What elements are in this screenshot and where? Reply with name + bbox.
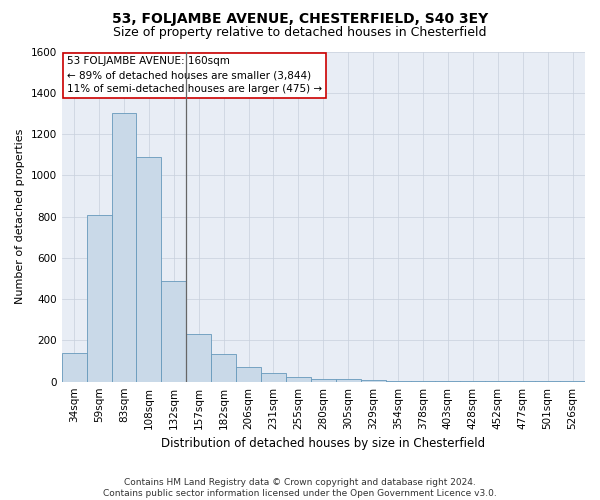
Bar bbox=[211, 354, 236, 382]
Bar bbox=[112, 114, 136, 382]
Bar bbox=[62, 353, 86, 382]
Y-axis label: Number of detached properties: Number of detached properties bbox=[15, 129, 25, 304]
Bar bbox=[386, 380, 410, 382]
Bar bbox=[311, 378, 336, 382]
Bar bbox=[236, 367, 261, 382]
Text: Size of property relative to detached houses in Chesterfield: Size of property relative to detached ho… bbox=[113, 26, 487, 39]
Bar bbox=[86, 214, 112, 382]
Bar bbox=[361, 380, 386, 382]
Bar bbox=[336, 378, 361, 382]
Bar bbox=[286, 376, 311, 382]
X-axis label: Distribution of detached houses by size in Chesterfield: Distribution of detached houses by size … bbox=[161, 437, 485, 450]
Bar bbox=[136, 156, 161, 382]
Bar bbox=[161, 280, 186, 382]
Bar bbox=[410, 380, 436, 382]
Bar bbox=[261, 374, 286, 382]
Text: 53, FOLJAMBE AVENUE, CHESTERFIELD, S40 3EY: 53, FOLJAMBE AVENUE, CHESTERFIELD, S40 3… bbox=[112, 12, 488, 26]
Text: 53 FOLJAMBE AVENUE: 160sqm
← 89% of detached houses are smaller (3,844)
11% of s: 53 FOLJAMBE AVENUE: 160sqm ← 89% of deta… bbox=[67, 56, 322, 94]
Bar bbox=[436, 381, 460, 382]
Bar bbox=[186, 334, 211, 382]
Text: Contains HM Land Registry data © Crown copyright and database right 2024.
Contai: Contains HM Land Registry data © Crown c… bbox=[103, 478, 497, 498]
